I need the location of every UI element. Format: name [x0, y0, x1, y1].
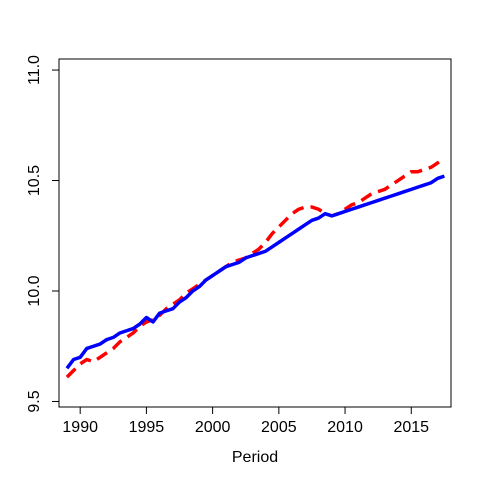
x-tick-label: 1995 — [129, 419, 165, 436]
x-tick-label: 2010 — [327, 419, 363, 436]
y-tick-label: 11.0 — [26, 55, 43, 85]
x-tick-label: 2015 — [393, 419, 429, 436]
series-layer — [65, 156, 446, 379]
x-tick-label: 2000 — [195, 419, 231, 436]
y-tick-label: 10.0 — [26, 275, 43, 306]
y-tick-label: 10.5 — [26, 165, 43, 196]
plot-frame — [58, 58, 452, 408]
series-line-blue-solid — [65, 174, 445, 370]
series-line-red-dashed — [65, 156, 446, 379]
x-axis-label: Period — [232, 449, 278, 466]
x-axis: 1990 1995 2000 2005 2010 2015 — [62, 406, 429, 436]
x-tick-label: 1990 — [62, 419, 98, 436]
x-tick-label: 2005 — [261, 419, 297, 436]
y-axis: 9.5 10.0 10.5 11.0 — [26, 55, 60, 413]
y-tick-label: 9.5 — [26, 390, 43, 412]
